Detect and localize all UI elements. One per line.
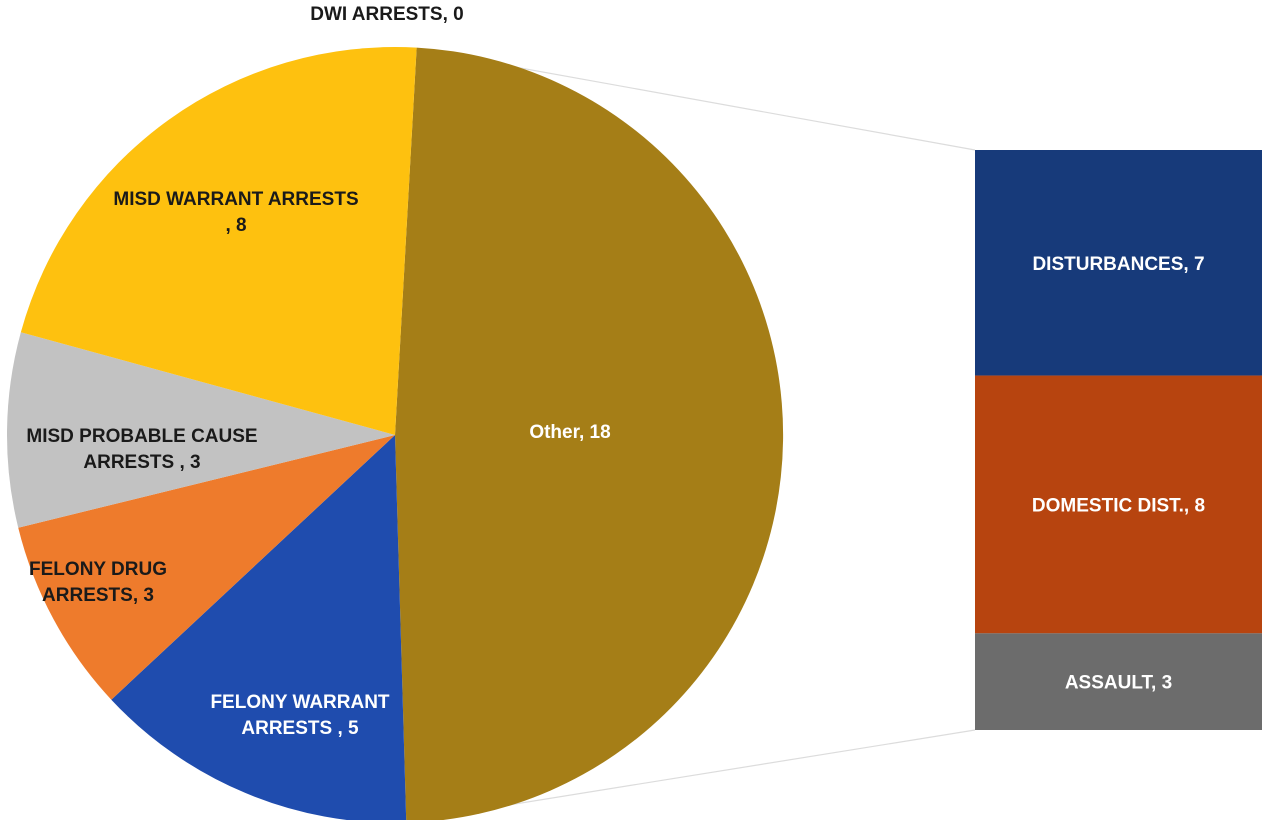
bar-segment-disturbances [975, 150, 1262, 376]
pie-slice-misd-warrant-arrests [20, 46, 417, 435]
pie-label-dwi-arrests: DWI ARRESTS, 0 [310, 4, 463, 25]
pie-slice-other [395, 47, 784, 820]
pie-slice-felony-drug-arrests [18, 435, 396, 700]
pie-label-other: Other, 18 [529, 422, 610, 443]
pie-slice-misd-probable-cause-arrests [6, 332, 396, 528]
pie-slice-felony-warrant-arrests [111, 435, 407, 820]
bar-segment-assault [975, 633, 1262, 730]
pie-label-felony-drug-arrests: FELONY DRUG ARRESTS, 3 [29, 559, 167, 606]
data-labels: DISTURBANCES, 7 DOMESTIC DIST., 8 ASSAULT,… [26, 4, 1205, 739]
pie-label-misd-probable-cause-arrests: MISD PROBABLE CAUSE ARRESTS , 3 [26, 426, 257, 473]
pie-label-misd-warrant-arrests: MISD WARRANT ARRESTS, 8 [113, 189, 358, 236]
bar-label-assault: ASSAULT, 3 [1065, 673, 1172, 694]
bar-label-domestic-dist: DOMESTIC DIST., 8 [1032, 495, 1205, 516]
bar-segment-domestic-dist [975, 375, 1262, 634]
pie-label-felony-warrant-arrests: FELONY WARRANT ARRESTS , 5 [210, 692, 389, 739]
stacked-bar [975, 150, 1262, 730]
pie [6, 46, 784, 820]
bar-label-disturbances: DISTURBANCES, 7 [1032, 254, 1204, 275]
